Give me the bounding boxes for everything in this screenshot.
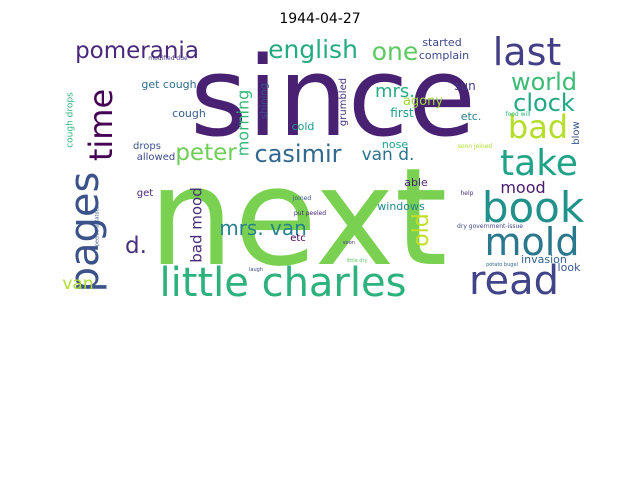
word-etc: etc. xyxy=(461,110,482,123)
word-mrs: mrs. xyxy=(375,81,415,102)
word-etc: etc xyxy=(290,233,306,244)
word-allowed: allowed xyxy=(137,152,175,163)
word-get: get xyxy=(137,188,154,199)
word-pomerania: pomerania xyxy=(75,38,199,64)
word-since: since xyxy=(190,33,476,161)
word-casimir: casimir xyxy=(255,140,342,168)
word-shining: shining xyxy=(259,83,270,119)
word-get-cough: get cough xyxy=(141,78,196,91)
word-next: next xyxy=(148,139,447,296)
word-soon: soon xyxy=(343,240,355,246)
word-grumbled: grumbled xyxy=(338,78,349,126)
word-time: time xyxy=(82,89,120,161)
word-help: help xyxy=(461,190,474,197)
word-drops: drops xyxy=(133,141,161,152)
word-blow: blow xyxy=(571,121,582,144)
word-van: van xyxy=(62,274,93,294)
word-cold: cold xyxy=(292,120,315,133)
word-windows: windows xyxy=(377,200,425,213)
word-old: old xyxy=(409,213,434,247)
word-take: take xyxy=(500,143,578,184)
word-book: book xyxy=(482,183,585,232)
word-little-charles: little charles xyxy=(160,260,407,306)
word-soon-joined: soon joined xyxy=(458,143,493,150)
word-morning: morning xyxy=(234,90,253,157)
word-cough: cough xyxy=(172,107,206,120)
word-complain: complain xyxy=(419,49,469,62)
word-world: world xyxy=(511,68,577,96)
word-peeled-potatoes: peeled potatoes xyxy=(95,205,101,246)
word-d: d. xyxy=(125,233,147,259)
word-able: able xyxy=(404,176,428,189)
word-cough-drops: cough drops xyxy=(66,92,76,148)
word-invasion: invasion xyxy=(521,253,567,266)
word-modified-due: modified due xyxy=(148,55,188,62)
word-one: one xyxy=(372,37,419,66)
word-van-d: van d. xyxy=(362,145,415,165)
word-peter: peter xyxy=(175,140,237,166)
word-started: started xyxy=(422,36,461,49)
word-look: look xyxy=(558,261,582,274)
word-bad: bad xyxy=(508,108,568,146)
word-english: english xyxy=(268,35,358,64)
word-read: read xyxy=(469,258,559,304)
word-nose: nose xyxy=(382,138,408,151)
word-agony: agony xyxy=(403,94,443,109)
word-put-peeled: put peeled xyxy=(294,210,326,217)
word-last: last xyxy=(493,30,562,74)
word-mrs-van: mrs. van xyxy=(219,216,307,240)
word-food-will: food will xyxy=(505,111,530,118)
word-mold: mold xyxy=(485,220,580,264)
word-bad-mood: bad mood xyxy=(188,187,206,263)
word-potato-bugel: potato bugel xyxy=(486,262,518,268)
word-sun: sun xyxy=(454,79,475,93)
word-dry-government-issue: dry government-issue xyxy=(457,223,523,230)
word-first: first xyxy=(390,106,414,120)
word-little-dry: little dry xyxy=(347,258,368,264)
word-laugh: laugh xyxy=(249,267,263,273)
chart-title: 1944-04-27 xyxy=(279,11,361,27)
word-pages: pages xyxy=(62,172,108,293)
word-mood: mood xyxy=(500,178,545,197)
word-joined: joined xyxy=(292,195,311,202)
word-clock: clock xyxy=(513,89,575,117)
